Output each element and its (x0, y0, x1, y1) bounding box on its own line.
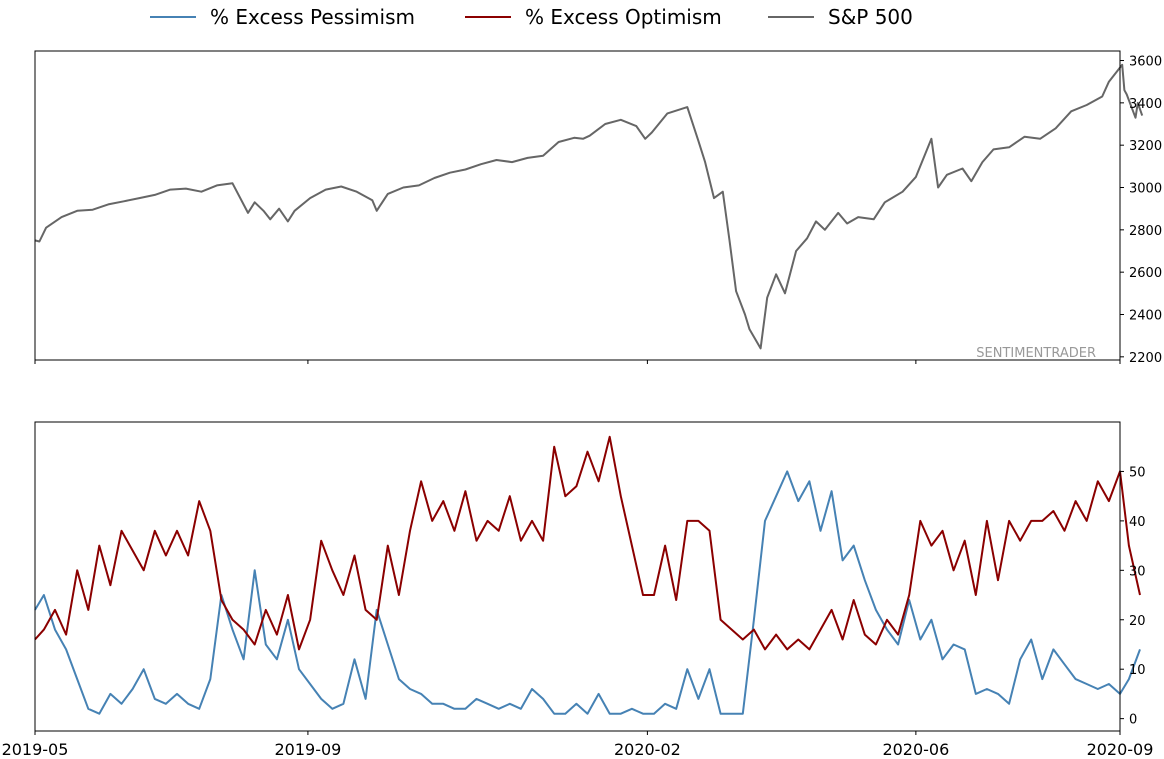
sentiment-series-group (34, 435, 1141, 715)
sentiment-xtick-label: 2019-09 (274, 740, 341, 759)
sp500-series-group (34, 63, 1144, 350)
sp500-ytick-label: 3400 (1129, 97, 1162, 112)
sp500-ytick-label: 2200 (1129, 351, 1162, 366)
sp500-x-axis (34, 360, 1121, 364)
watermark-text: SENTIMENTRADER (976, 346, 1096, 361)
sentiment-xtick-label: 2020-06 (882, 740, 949, 759)
sp500-line-s-p-500 (34, 63, 1144, 350)
sentiment-line-excess-optimism (34, 435, 1141, 651)
legend-label-sp500: S&P 500 (828, 5, 913, 29)
sentiment-line-excess-pessimism (34, 470, 1141, 715)
sentiment-y-axis: 0 10 20 30 40 50 (1120, 465, 1146, 728)
sp500-ytick-label: 2800 (1129, 224, 1162, 239)
sentiment-ytick-label: 0 (1129, 713, 1137, 728)
sentiment-ytick-label: 30 (1129, 564, 1146, 579)
sentiment-ytick-label: 40 (1129, 515, 1146, 530)
legend: % Excess Pessimism % Excess Optimism S&P… (150, 5, 913, 29)
sentiment-ytick-label: 20 (1129, 614, 1146, 629)
sp500-ytick-label: 3200 (1129, 139, 1162, 154)
sentiment-ytick-label: 50 (1129, 465, 1146, 480)
sentiment-panel: 0 10 20 30 40 50 2019-05 2019-09 2020-02 2020-06… (2, 421, 1154, 759)
sp500-ytick-label: 3600 (1129, 55, 1162, 70)
sentiment-ytick-label: 10 (1129, 663, 1146, 678)
sentiment-xtick-label: 2020-02 (614, 740, 681, 759)
sp500-y-axis: 2200 2400 2600 2800 3000 3200 3400 3600 (1120, 55, 1162, 366)
sp500-panel: 2200 2400 2600 2800 3000 3200 3400 3600 SENTIME… (34, 50, 1162, 366)
sp500-ytick-label: 2400 (1129, 308, 1162, 323)
sp500-ytick-label: 3000 (1129, 182, 1162, 197)
legend-label-optimism: % Excess Optimism (525, 5, 722, 29)
legend-label-pessimism: % Excess Pessimism (210, 5, 415, 29)
sentiment-x-axis: 2019-05 2019-09 2020-02 2020-06 2020-09 (2, 731, 1154, 759)
sentiment-xtick-label: 2019-05 (2, 740, 69, 759)
sentiment-xtick-label: 2020-09 (1087, 740, 1154, 759)
sp500-ytick-label: 2600 (1129, 266, 1162, 281)
sentiment-plot-frame (34, 421, 1121, 732)
sp500-plot-frame (34, 50, 1121, 361)
